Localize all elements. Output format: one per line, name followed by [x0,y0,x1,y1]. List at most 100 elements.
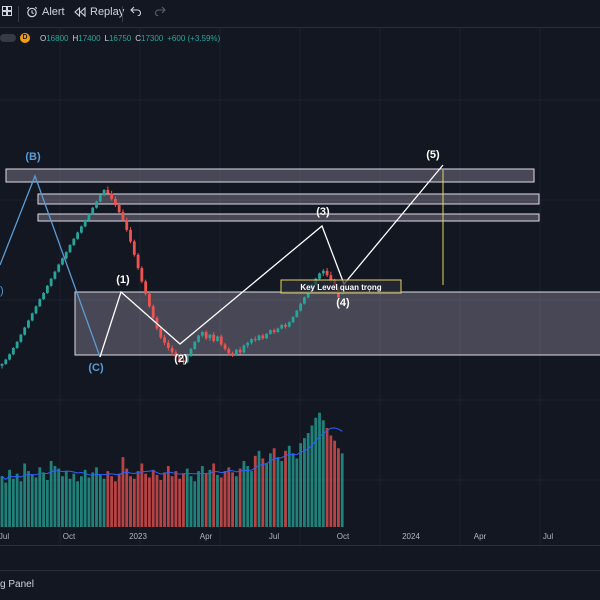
candle-body [170,348,174,353]
x-axis-tick-label: Oct [337,532,350,541]
candle-body [242,345,246,353]
candle-body [174,352,178,357]
volume-bar [329,435,333,527]
candle-body [204,332,208,339]
volume-bar [8,469,11,527]
volume-bar [95,467,98,527]
candle-body [299,303,303,311]
candle-body [49,278,53,286]
candle-body [193,341,197,349]
volume-bar [189,476,193,527]
volume-bar [178,478,182,527]
volume-bar [250,471,253,527]
volume-bar [306,433,310,527]
alert-button[interactable]: Alert [26,6,65,18]
bottom-panel: g Panel [0,570,600,600]
volume-bar [223,471,227,527]
layout-icon[interactable] [2,6,12,16]
x-axis-tick-label: Jul [269,532,279,541]
candle-body [250,339,253,343]
candle-body [8,354,11,360]
redo-button[interactable] [154,6,166,16]
wave-5-label: (5) [426,149,440,161]
candle-body [280,324,284,329]
wave-3-label: (3) [316,206,330,218]
volume-bar [299,443,303,527]
volume-bar [287,445,291,527]
volume-bar [98,474,102,527]
volume-bar [11,478,15,527]
candle-body [68,245,72,253]
volume-bar [314,417,318,527]
candle-body [11,348,15,355]
volume-bar [216,474,219,527]
volume-bar [151,469,155,527]
candle-body [15,341,19,349]
candle-body [329,275,333,281]
volume-bar [310,425,314,527]
volume-bar [219,477,223,527]
candle-body [27,320,30,328]
candle-body [200,332,204,336]
x-axis-tick-label: Jul [0,532,9,541]
volume-bar [272,448,276,527]
volume-bar [76,481,79,527]
volume-bar [79,476,83,527]
panel-tab-label[interactable]: g Panel [0,579,34,590]
candle-body [38,299,42,307]
candle-body [231,353,234,356]
candle-body [182,360,185,363]
volume-bar [136,471,140,527]
candle-body [19,334,23,342]
ohlc-high: H17400 [72,33,101,43]
volume-bar [170,476,174,527]
volume-bar [0,476,4,527]
volume-bar [57,468,61,527]
x-axis-tick-label: Jul [543,532,553,541]
volume-bar [295,458,299,527]
replay-button[interactable]: Replay [74,6,124,18]
volume-bar [318,412,321,527]
candle-body [125,220,129,230]
volume-bar [49,460,53,527]
symbol-pill[interactable] [0,34,16,42]
undo-button[interactable] [130,6,142,16]
candle-body [83,220,87,227]
volume-bar [200,466,204,527]
volume-bar [114,481,117,527]
candle-body [306,291,310,298]
candle-body [102,189,106,196]
volume-bar [325,427,329,527]
candle-body [185,356,189,363]
wave-2-label: (2) [174,353,188,365]
volume-bar [125,468,129,527]
candle-body [287,322,291,327]
candle-body [114,198,117,206]
wave-c-label: (C) [88,362,104,374]
candle-body [227,348,231,354]
volume-bar [106,471,110,527]
volume-bar [4,482,8,527]
candle-body [148,293,151,307]
volume-bar [27,471,30,527]
candle-body [79,226,83,233]
candle-body [76,232,79,239]
candle-body [272,330,276,333]
volume-bar [159,480,163,527]
redo-icon [155,6,166,16]
candle-body [318,273,321,279]
candle-body [144,281,148,294]
candle-body [197,335,200,342]
candle-body [178,356,182,361]
candle-body [234,349,238,356]
wave-a-partial-label: ) [0,285,4,297]
candle-body [219,336,223,345]
support-zone [74,291,600,356]
volume-bar [129,476,132,527]
toolbar-divider [122,6,123,22]
volume-bar [231,472,234,527]
volume-bar [238,468,242,527]
volume-bar [53,466,57,527]
interval-badge[interactable]: D [20,33,30,43]
